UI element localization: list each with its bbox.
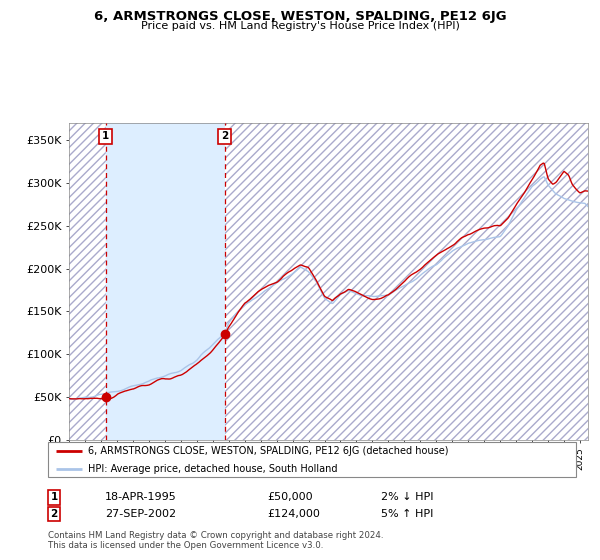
Text: 1: 1: [102, 131, 109, 141]
Text: 27-SEP-2002: 27-SEP-2002: [105, 509, 176, 519]
Text: Contains HM Land Registry data © Crown copyright and database right 2024.
This d: Contains HM Land Registry data © Crown c…: [48, 531, 383, 550]
Text: HPI: Average price, detached house, South Holland: HPI: Average price, detached house, Sout…: [88, 464, 337, 474]
Text: 18-APR-1995: 18-APR-1995: [105, 492, 177, 502]
Text: 6, ARMSTRONGS CLOSE, WESTON, SPALDING, PE12 6JG: 6, ARMSTRONGS CLOSE, WESTON, SPALDING, P…: [94, 10, 506, 23]
Text: £50,000: £50,000: [267, 492, 313, 502]
Text: 6, ARMSTRONGS CLOSE, WESTON, SPALDING, PE12 6JG (detached house): 6, ARMSTRONGS CLOSE, WESTON, SPALDING, P…: [88, 446, 448, 456]
Bar: [224, 123, 600, 440]
Text: £124,000: £124,000: [267, 509, 320, 519]
Text: Price paid vs. HM Land Registry's House Price Index (HPI): Price paid vs. HM Land Registry's House …: [140, 21, 460, 31]
Text: 5% ↑ HPI: 5% ↑ HPI: [381, 509, 433, 519]
Bar: [106, 123, 224, 440]
FancyBboxPatch shape: [48, 442, 576, 477]
Text: 1: 1: [50, 492, 58, 502]
Bar: [69, 123, 106, 440]
Text: 2: 2: [50, 509, 58, 519]
Text: 2% ↓ HPI: 2% ↓ HPI: [381, 492, 433, 502]
Text: 2: 2: [221, 131, 228, 141]
